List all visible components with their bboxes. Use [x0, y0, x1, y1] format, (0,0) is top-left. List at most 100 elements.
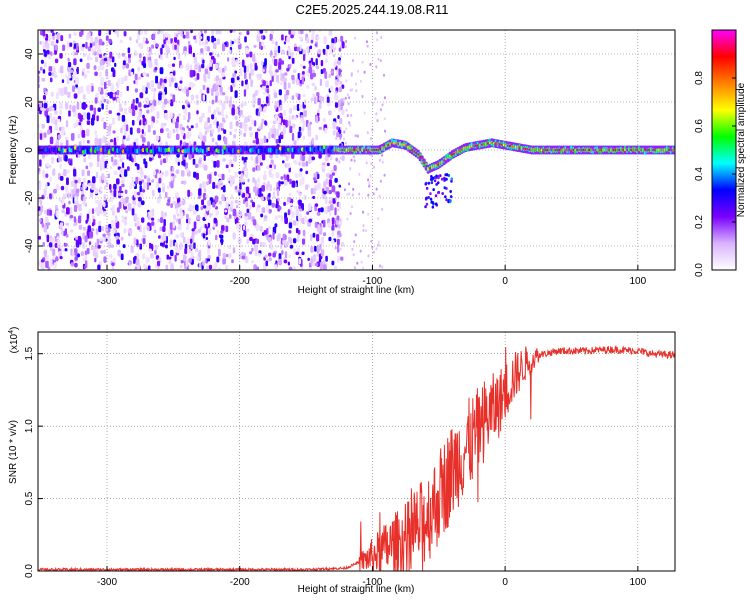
spectrogram-cell-744 — [87, 170, 90, 176]
spectrogram-cell-2051 — [243, 65, 247, 73]
spectrogram-cell-1205 — [125, 63, 130, 69]
spectrogram-cell-1046 — [73, 223, 77, 227]
spectrogram-cell-2419 — [268, 199, 272, 206]
spectrogram-cell-2121 — [46, 162, 50, 167]
spectrogram-cell-3652 — [437, 191, 440, 195]
spectrogram-cell-2344 — [264, 106, 268, 111]
spectrogram-cell-1617 — [134, 105, 138, 111]
snr-x-label: Height of straight line (km) — [298, 584, 415, 595]
spectrogram-cell-1493 — [203, 192, 206, 201]
spectrogram-cell-838 — [300, 30, 304, 35]
spectrogram-cell-2349 — [180, 211, 184, 220]
spectrogram-cell-729 — [167, 199, 171, 203]
spectrogram-cell-1766 — [255, 207, 260, 213]
spectrogram-cell-2276 — [123, 100, 127, 106]
spectrogram-cell-2164 — [144, 121, 147, 125]
spectrogram-cell-2347 — [318, 126, 323, 130]
spectrogram-cell-1112 — [169, 222, 173, 231]
spectrogram-cell-1561 — [334, 59, 337, 64]
spectrogram-cell-1986 — [44, 209, 47, 214]
spectrogram-cell-1547 — [271, 75, 274, 82]
spectrogram-cell-2700 — [333, 54, 336, 58]
spectrogram-cell-2045 — [59, 222, 64, 228]
spectrogram-cell-1815 — [100, 250, 104, 254]
spectrogram-cell-915 — [181, 88, 185, 93]
spectrogram-cell-1396 — [124, 107, 128, 115]
spectrogram-cell-654 — [257, 177, 261, 184]
spectrogram-cell-2263 — [81, 129, 86, 138]
spectrogram-cell-1517 — [301, 155, 306, 162]
spectrogram-cell-2242 — [134, 255, 137, 260]
spectrogram-cell-2283 — [268, 244, 272, 249]
spectrogram-cell-328 — [231, 104, 236, 109]
spectrogram-cell-1895 — [189, 69, 194, 78]
spectrogram-x-label: Height of straight line (km) — [298, 285, 415, 296]
snr-x-tick-label: -300 — [97, 577, 117, 588]
spectrogram-cell-2613 — [345, 108, 348, 112]
spectrogram-cell-948 — [145, 97, 150, 106]
spectrogram-cell-1031 — [194, 230, 198, 235]
spectrogram-cell-2361 — [203, 164, 208, 171]
spectrogram-cell-1622 — [228, 253, 232, 259]
spectrogram-cell-1546 — [315, 65, 320, 70]
snr-x-tick-label: -100 — [362, 577, 382, 588]
spectrogram-cell-1639 — [229, 121, 233, 130]
spectrogram-cell-1276 — [54, 110, 58, 115]
spectrogram-cell-2703 — [335, 90, 338, 94]
spectrogram-cell-2315 — [82, 94, 86, 100]
spectrogram-cell-2158 — [299, 104, 303, 110]
spectrogram-cell-2722 — [372, 250, 375, 254]
spectrogram-cell-1426 — [152, 130, 156, 135]
spectrogram-cell-380 — [116, 185, 120, 192]
spectrogram-cell-1650 — [198, 163, 202, 168]
spectrogram-cell-1284 — [268, 192, 271, 198]
spectrogram-cell-3614 — [431, 205, 435, 209]
spectrogram-cell-1097 — [117, 249, 122, 256]
spectrogram-cell-1771 — [134, 73, 138, 81]
spectrogram-cell-1860 — [251, 260, 255, 264]
spectrogram-cell-1793 — [177, 225, 181, 231]
spectrogram-cell-1983 — [299, 72, 303, 80]
spectrogram-cell-559 — [313, 179, 318, 184]
spectrogram-cell-1542 — [258, 126, 261, 130]
spectrogram-cell-1910 — [285, 89, 290, 96]
spectrogram-x-ticks: -300 -200 -100 0 100 — [97, 265, 647, 287]
spectrogram-cell-1783 — [202, 233, 206, 239]
spectrogram-cell-1370 — [86, 112, 91, 120]
spectrogram-cell-1221 — [149, 242, 152, 250]
spectrogram-cell-1875 — [334, 95, 339, 101]
spectrogram-cell-2631 — [383, 73, 385, 77]
spectrogram-cell-1459 — [312, 232, 316, 238]
spectrogram-cell-1596 — [212, 202, 216, 208]
spectrogram-cell-470 — [119, 186, 122, 192]
spectrogram-cell-1103 — [98, 38, 103, 46]
spectrogram-cell-1933 — [134, 50, 137, 57]
spectrogram-cell-3642 — [445, 173, 449, 177]
spectrogram-cell-1979 — [94, 137, 99, 146]
spectrogram-cell-2421 — [269, 184, 272, 192]
spectrogram-cell-2193 — [190, 238, 193, 244]
spectrogram-cell-565 — [162, 158, 167, 164]
spectrogram-cell-2359 — [218, 200, 223, 205]
spectrogram-cell-31 — [213, 58, 216, 65]
spectrogram-cell-2350 — [87, 182, 92, 187]
spectrogram-cell-2360 — [264, 30, 268, 34]
spectrogram-cell-657 — [186, 226, 189, 231]
spectrogram-cell-1323 — [339, 104, 343, 110]
spectrogram-cell-2725 — [361, 95, 364, 98]
spectrogram-cell-1044 — [263, 174, 267, 181]
spectrogram-cell-3641 — [434, 194, 438, 198]
spectrogram-cell-708 — [331, 260, 335, 266]
spectrogram-cell-2278 — [255, 137, 259, 145]
spectrogram-cell-456 — [275, 74, 279, 83]
spectrogram-cell-2540 — [67, 158, 71, 164]
spectrogram-cell-448 — [211, 212, 214, 217]
spectrogram-cell-1829 — [298, 199, 302, 206]
spectrogram-cell-137 — [336, 238, 340, 246]
spectrogram-cell-21 — [246, 53, 249, 58]
spectrogram-cell-2716 — [344, 141, 347, 145]
spectrogram-cell-846 — [310, 188, 314, 195]
spectrogram-cell-356 — [110, 244, 114, 248]
spectrogram-cell-1022 — [104, 81, 107, 90]
spectrogram-cell-2438 — [106, 181, 109, 187]
